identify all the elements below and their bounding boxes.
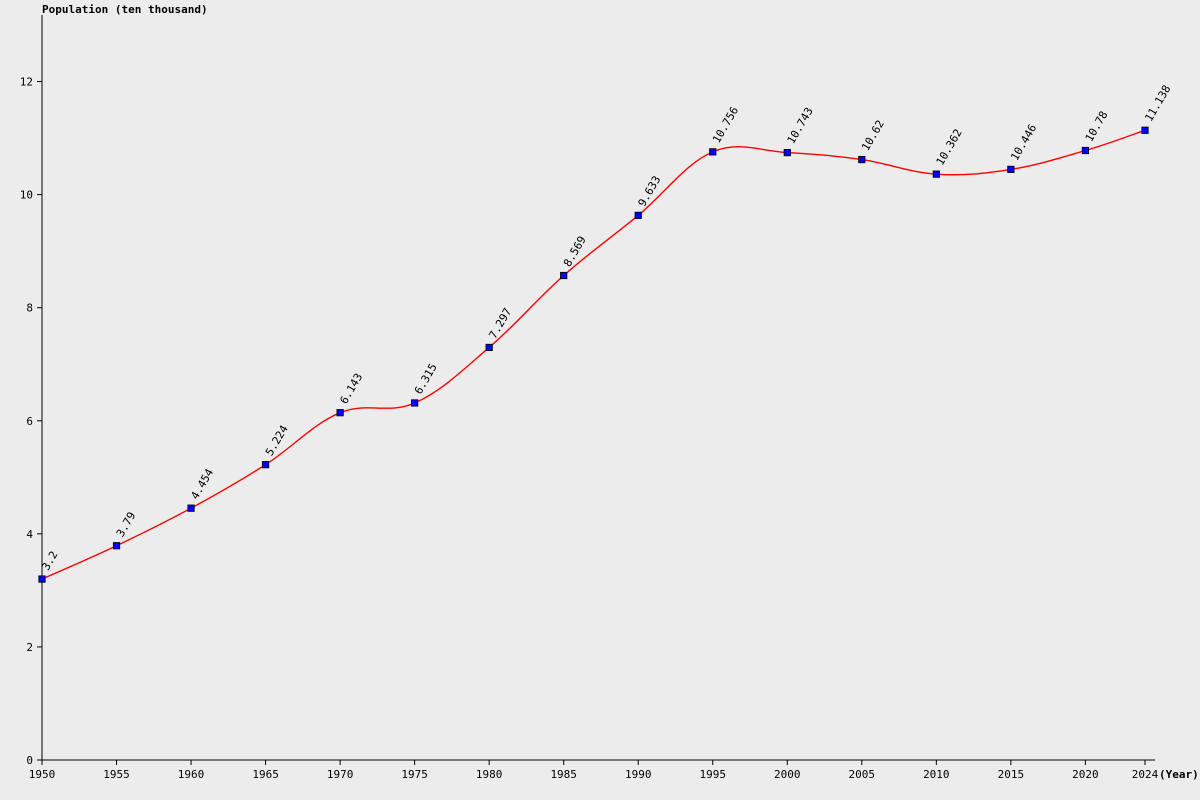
data-point: [39, 576, 45, 582]
data-point: [784, 149, 790, 155]
data-point: [635, 212, 641, 218]
y-axis-title: Population (ten thousand): [42, 3, 208, 16]
data-point: [933, 171, 939, 177]
x-tick-label: 1975: [401, 768, 428, 781]
x-tick-label: 1995: [699, 768, 726, 781]
data-point: [113, 543, 119, 549]
data-point: [411, 400, 417, 406]
data-point: [337, 409, 343, 415]
y-tick-label: 0: [26, 754, 33, 767]
y-tick-label: 8: [26, 302, 33, 315]
data-point: [486, 344, 492, 350]
population-line-chart: 0 2 4 6 8 10 12 1950 1955 1960 1965 1970 1975 1980 198…: [0, 0, 1200, 800]
x-tick-label: 2020: [1072, 768, 1099, 781]
x-axis-title: (Year): [1159, 768, 1199, 781]
data-point: [710, 149, 716, 155]
x-tick-label: 1970: [327, 768, 354, 781]
data-point: [262, 461, 268, 467]
data-point: [1142, 127, 1148, 133]
x-tick-label: 2000: [774, 768, 801, 781]
x-tick-label: 1985: [550, 768, 577, 781]
x-tick-label: 1965: [252, 768, 279, 781]
x-tick-label: 2005: [849, 768, 876, 781]
y-tick-label: 4: [26, 528, 33, 541]
x-tick-label: 2024: [1132, 768, 1159, 781]
y-tick-label: 2: [26, 641, 33, 654]
chart-background: [0, 0, 1200, 800]
y-tick-label: 12: [20, 76, 33, 89]
x-tick-label: 1980: [476, 768, 503, 781]
data-point: [1082, 147, 1088, 153]
data-point: [560, 272, 566, 278]
x-tick-label: 2015: [998, 768, 1025, 781]
x-tick-label: 1990: [625, 768, 652, 781]
x-tick-label: 1955: [103, 768, 130, 781]
x-tick-label: 2010: [923, 768, 950, 781]
y-tick-label: 6: [26, 415, 33, 428]
y-tick-label: 10: [20, 189, 33, 202]
data-point: [859, 156, 865, 162]
x-tick-label: 1960: [178, 768, 205, 781]
x-tick-label: 1950: [29, 768, 56, 781]
data-point: [1008, 166, 1014, 172]
data-point: [188, 505, 194, 511]
